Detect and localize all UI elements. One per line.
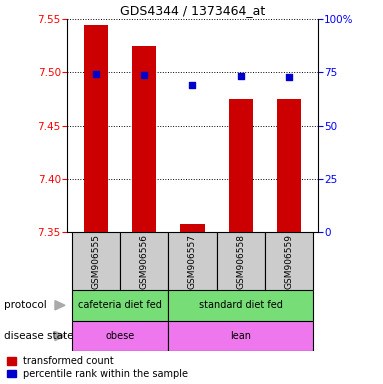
Bar xyxy=(169,290,313,321)
Text: GSM906555: GSM906555 xyxy=(92,233,100,289)
Point xyxy=(141,71,147,78)
Bar xyxy=(229,99,253,232)
Point xyxy=(190,82,196,88)
Text: GSM906557: GSM906557 xyxy=(188,233,197,289)
Title: GDS4344 / 1373464_at: GDS4344 / 1373464_at xyxy=(120,3,265,17)
Text: lean: lean xyxy=(230,331,251,341)
Text: disease state: disease state xyxy=(4,331,73,341)
Text: protocol: protocol xyxy=(4,300,47,310)
Bar xyxy=(169,321,313,351)
Text: standard diet fed: standard diet fed xyxy=(199,300,283,310)
Text: GSM906558: GSM906558 xyxy=(236,233,245,289)
Bar xyxy=(169,232,216,290)
Text: GSM906556: GSM906556 xyxy=(140,233,149,289)
Bar xyxy=(84,25,108,232)
Bar xyxy=(72,232,120,290)
Polygon shape xyxy=(55,301,65,310)
Point xyxy=(237,73,244,79)
Bar xyxy=(120,232,169,290)
Bar xyxy=(72,290,169,321)
Bar xyxy=(180,224,205,232)
Bar xyxy=(277,99,301,232)
Bar xyxy=(265,232,313,290)
Point xyxy=(286,74,292,80)
Text: obese: obese xyxy=(105,331,135,341)
Bar xyxy=(216,232,265,290)
Point xyxy=(93,71,99,77)
Bar xyxy=(72,321,169,351)
Bar xyxy=(132,46,156,232)
Polygon shape xyxy=(55,331,65,341)
Legend: transformed count, percentile rank within the sample: transformed count, percentile rank withi… xyxy=(7,356,188,379)
Text: GSM906559: GSM906559 xyxy=(285,233,293,289)
Text: cafeteria diet fed: cafeteria diet fed xyxy=(78,300,162,310)
